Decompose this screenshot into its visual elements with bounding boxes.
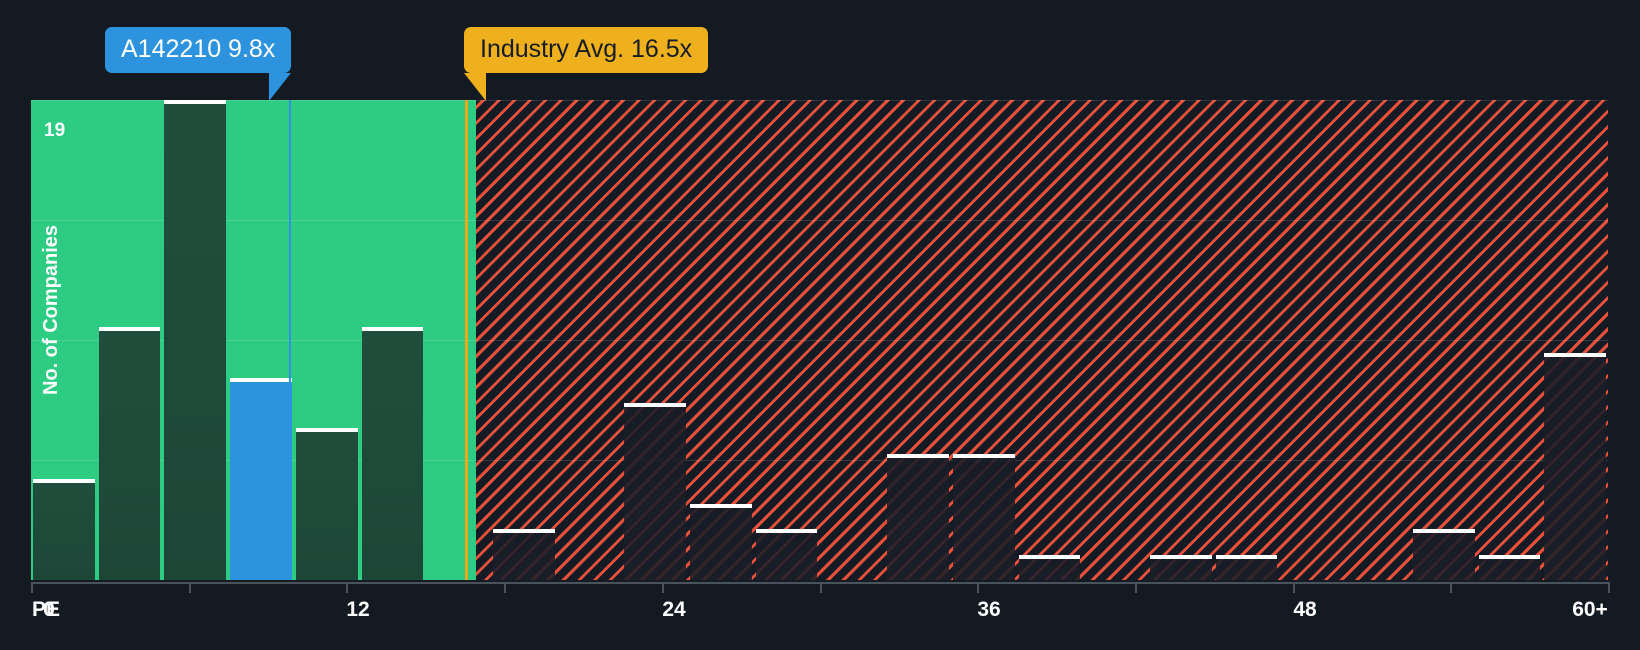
bar[interactable]	[690, 504, 752, 580]
bar-body	[952, 458, 1015, 580]
bar-body	[624, 407, 687, 580]
x-axis-tick	[189, 582, 191, 593]
x-axis-tick	[346, 582, 348, 593]
bar-body	[230, 382, 292, 580]
bar-body	[492, 533, 555, 580]
bar-body	[164, 104, 227, 580]
bar-body	[1018, 559, 1081, 580]
x-axis-tick	[820, 582, 822, 593]
bar-cap	[1478, 555, 1541, 559]
bar[interactable]	[1412, 529, 1475, 580]
overvalued-zone	[476, 100, 1608, 580]
bar-body	[98, 331, 161, 580]
bar-body	[1150, 559, 1212, 580]
bar[interactable]	[1478, 555, 1541, 580]
bar-cap	[361, 327, 424, 331]
bar-cap	[230, 378, 292, 382]
bar[interactable]	[1215, 555, 1278, 580]
bar-cap	[295, 428, 358, 432]
x-axis-title: PE	[32, 598, 61, 621]
bar[interactable]	[887, 454, 949, 580]
bar[interactable]	[164, 100, 227, 580]
x-axis-tick	[1135, 582, 1137, 593]
industry-average-marker-line	[465, 100, 468, 580]
bar[interactable]	[1544, 353, 1606, 580]
x-axis-tick-label: 60+	[1572, 598, 1608, 621]
bar-cap	[1215, 555, 1278, 559]
bar-body	[690, 508, 752, 580]
x-axis-tick	[1293, 582, 1295, 593]
bar-cap	[952, 454, 1015, 458]
bar[interactable]	[1018, 555, 1081, 580]
highlighted-bar[interactable]	[230, 378, 292, 580]
bar[interactable]	[98, 327, 161, 580]
x-axis-line	[31, 582, 1608, 584]
bar-cap	[1150, 555, 1212, 559]
bar-body	[295, 432, 358, 580]
bar-body	[755, 533, 818, 580]
y-axis-title: No. of Companies	[40, 224, 62, 395]
x-axis-tick-label: 12	[346, 598, 370, 621]
x-axis-tick-label: 48	[1293, 598, 1317, 621]
plot-area	[31, 100, 1608, 580]
x-axis-tick	[1608, 582, 1610, 593]
industry-average-tooltip-label: Industry Avg. 16.5x	[480, 35, 693, 63]
bar-cap	[1544, 353, 1606, 357]
bar-cap	[492, 529, 555, 533]
bar[interactable]	[624, 403, 687, 580]
industry-average-tooltip[interactable]: Industry Avg. 16.5x	[464, 27, 709, 102]
x-axis-tick	[31, 582, 33, 593]
bar[interactable]	[361, 327, 424, 580]
bar[interactable]	[1150, 555, 1212, 580]
bar-body	[361, 331, 424, 580]
bar-cap	[1412, 529, 1475, 533]
bar[interactable]	[492, 529, 555, 580]
x-axis-tick-label: 0	[43, 598, 55, 621]
bar-cap	[1018, 555, 1081, 559]
bar-cap	[164, 100, 227, 104]
company-pe-tooltip-label: A142210 9.8x	[121, 35, 276, 63]
tooltip-stem	[464, 73, 486, 102]
bar-body	[1544, 357, 1606, 580]
x-axis-tick	[662, 582, 664, 593]
bar-cap	[887, 454, 949, 458]
tooltip-stem	[269, 73, 292, 102]
x-axis-tick-label: 36	[977, 598, 1001, 621]
bar-body	[1215, 559, 1278, 580]
bar-body	[33, 483, 95, 580]
bar-body	[887, 458, 949, 580]
x-axis-tick	[1450, 582, 1452, 593]
bar-body	[1478, 559, 1541, 580]
bar-body	[1412, 533, 1475, 580]
bar[interactable]	[295, 428, 358, 580]
bar-cap	[33, 479, 95, 483]
x-axis-tick	[504, 582, 506, 593]
company-pe-tooltip[interactable]: A142210 9.8x	[105, 27, 292, 102]
bar-cap	[755, 529, 818, 533]
bar-cap	[98, 327, 161, 331]
bar[interactable]	[952, 454, 1015, 580]
bar[interactable]	[33, 479, 95, 580]
y-axis-max-value: 19	[44, 120, 66, 141]
bar[interactable]	[755, 529, 818, 580]
company-pe-marker-line	[289, 100, 291, 580]
bar-cap	[624, 403, 687, 407]
bar-cap	[690, 504, 752, 508]
x-axis-tick	[977, 582, 979, 593]
x-axis-tick-label: 24	[662, 598, 686, 621]
